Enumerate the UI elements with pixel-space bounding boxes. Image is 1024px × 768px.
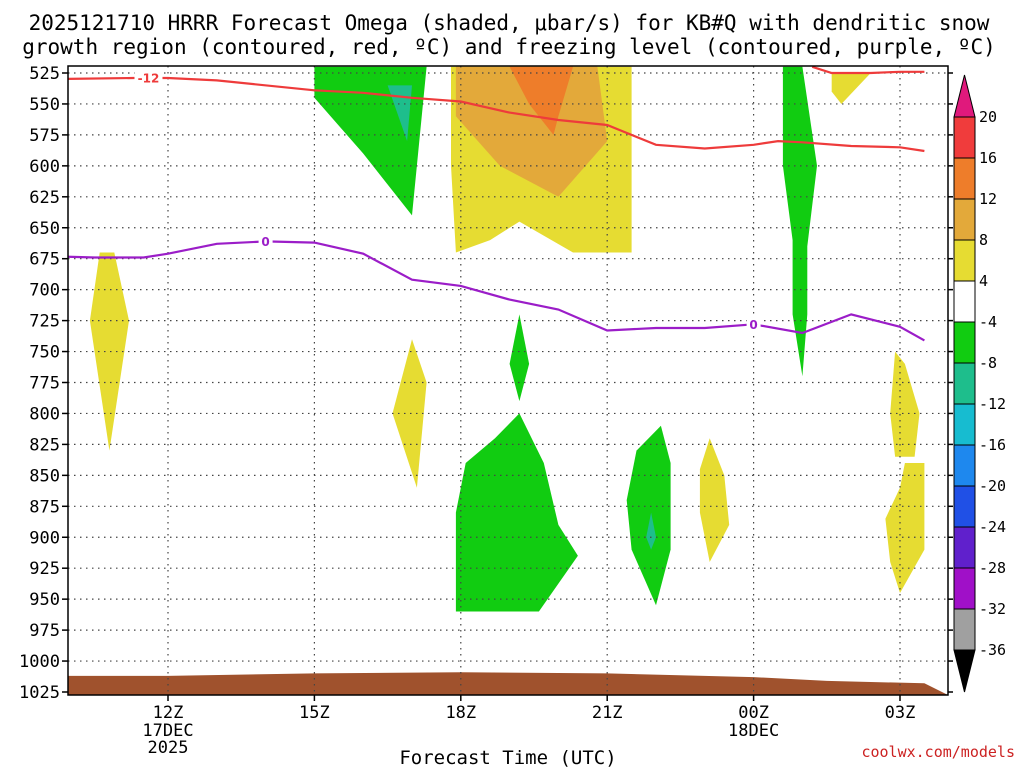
omega-region-1: [89, 252, 129, 451]
omega-region-15: [890, 351, 920, 457]
colorbar-label--28: -28: [979, 559, 1006, 577]
plot-frame: [67, 65, 949, 696]
colorbar-label-4: 4: [979, 272, 988, 290]
dgz-contour-segment-2: [811, 66, 925, 75]
colorbar-label--20: -20: [979, 477, 1006, 495]
omega-region-12: [699, 438, 730, 562]
omega-region-7: [392, 339, 427, 488]
colorbar-label--36: -36: [979, 641, 1006, 659]
x-tick-label-12Z: 12Z: [153, 703, 184, 723]
colorbar-bin-11: [953, 526, 976, 569]
y-tick-label-525: 525: [29, 64, 60, 84]
colorbar-label-20: 20: [979, 108, 997, 126]
colorbar-bin-10: [953, 485, 976, 528]
y-tick-label-975: 975: [29, 621, 60, 641]
contour-lines: -12 0 0: [68, 66, 925, 342]
credit-text: coolwx.com/models: [861, 743, 1015, 761]
dgz-label-bg: [134, 69, 163, 86]
colorbar-label--12: -12: [979, 395, 1006, 413]
freezing-label-bg-2: [746, 316, 761, 333]
freezing-level-line: [68, 240, 925, 342]
omega-region-3: [387, 85, 412, 142]
x-tick-sublabel-18DEC: 18DEC: [728, 721, 779, 741]
terrain-layer: [68, 672, 948, 695]
y-tick-label-675: 675: [29, 250, 60, 270]
y-tick-label-550: 550: [29, 95, 60, 115]
colorbar-bin-6: [953, 321, 976, 364]
y-tick-label-700: 700: [29, 281, 60, 301]
y-tick-label-600: 600: [29, 157, 60, 177]
dotted-grid: [68, 66, 948, 695]
omega-region-5: [455, 66, 608, 197]
y-tick-label-625: 625: [29, 188, 60, 208]
pressure-axis: 525 550 575 600 625 650 675 700 725 750 775 800 825 8…: [19, 64, 953, 703]
omega-region-14: [831, 73, 871, 104]
omega-region-8: [509, 314, 530, 402]
colorbar-bin-8: [953, 403, 976, 446]
colorbar-label--8: -8: [979, 354, 997, 372]
omega-shaded-regions: [89, 66, 925, 612]
colorbar-label--4: -4: [979, 313, 997, 331]
y-tick-label-1025: 1025: [19, 683, 60, 703]
colorbar-bottom-arrow: [953, 649, 976, 693]
omega-region-16: [885, 463, 925, 593]
omega-region-9: [455, 413, 578, 612]
y-tick-label-950: 950: [29, 590, 60, 610]
y-tick-label-725: 725: [29, 312, 60, 332]
y-tick-label-900: 900: [29, 528, 60, 548]
chart-title-line-1: 2025121710 HRRR Forecast Omega (shaded, …: [29, 11, 990, 35]
colorbar-label-16: 16: [979, 149, 997, 167]
x-axis-label: Forecast Time (UTC): [399, 747, 616, 768]
y-tick-label-650: 650: [29, 219, 60, 239]
y-tick-label-750: 750: [29, 343, 60, 363]
y-tick-label-825: 825: [29, 435, 60, 455]
freezing-level-label-2: 0: [749, 318, 757, 332]
y-tick-label-925: 925: [29, 559, 60, 579]
colorbar-label--16: -16: [979, 436, 1006, 454]
y-tick-label-775: 775: [29, 374, 60, 394]
x-tick-sublabel-2025: 2025: [148, 738, 189, 758]
omega-region-13: [782, 66, 817, 377]
y-tick-label-875: 875: [29, 497, 60, 517]
colorbar-label-8: 8: [979, 231, 988, 249]
omega-region-6: [509, 66, 573, 135]
y-tick-label-1000: 1000: [19, 652, 60, 672]
chart-title-line-2: growth region (contoured, red, ºC) and f…: [22, 35, 996, 59]
omega-region-10: [626, 425, 671, 606]
colorbar-bin-5: [953, 280, 976, 323]
colorbar-bin-1: [953, 116, 976, 159]
colorbar-bin-3: [953, 198, 976, 241]
x-tick-label-00Z: 00Z: [738, 703, 769, 723]
colorbar-label--32: -32: [979, 600, 1006, 618]
x-tick-label-21Z: 21Z: [592, 703, 623, 723]
x-tick-label-18Z: 18Z: [445, 703, 476, 723]
colorbar-top-arrow: [953, 74, 976, 118]
y-tick-label-850: 850: [29, 466, 60, 486]
colorbar-bin-13: [953, 608, 976, 651]
colorbar-bin-7: [953, 362, 976, 405]
y-tick-label-575: 575: [29, 126, 60, 146]
freezing-level-label-1: 0: [261, 235, 269, 249]
colorbar-label-12: 12: [979, 190, 997, 208]
colorbar: 20 16 12 8 4 -4 -8 -12 -16 -20 -24 -28 -32 -36: [953, 74, 1006, 693]
dgz-contour-segment-1: [68, 76, 925, 153]
colorbar-bin-9: [953, 444, 976, 487]
x-tick-label-15Z: 15Z: [299, 703, 330, 723]
y-tick-label-800: 800: [29, 404, 60, 424]
terrain-fill: [68, 672, 948, 695]
x-tick-sublabel-17DEC: 17DEC: [142, 721, 193, 741]
dgz-contour-label: -12: [138, 71, 160, 85]
x-tick-label-03Z: 03Z: [885, 703, 916, 723]
colorbar-label--24: -24: [979, 518, 1006, 536]
freezing-label-bg-1: [258, 233, 273, 250]
colorbar-bin-2: [953, 157, 976, 200]
colorbar-bin-12: [953, 567, 976, 610]
colorbar-bin-4: [953, 239, 976, 282]
omega-region-11: [646, 512, 656, 550]
